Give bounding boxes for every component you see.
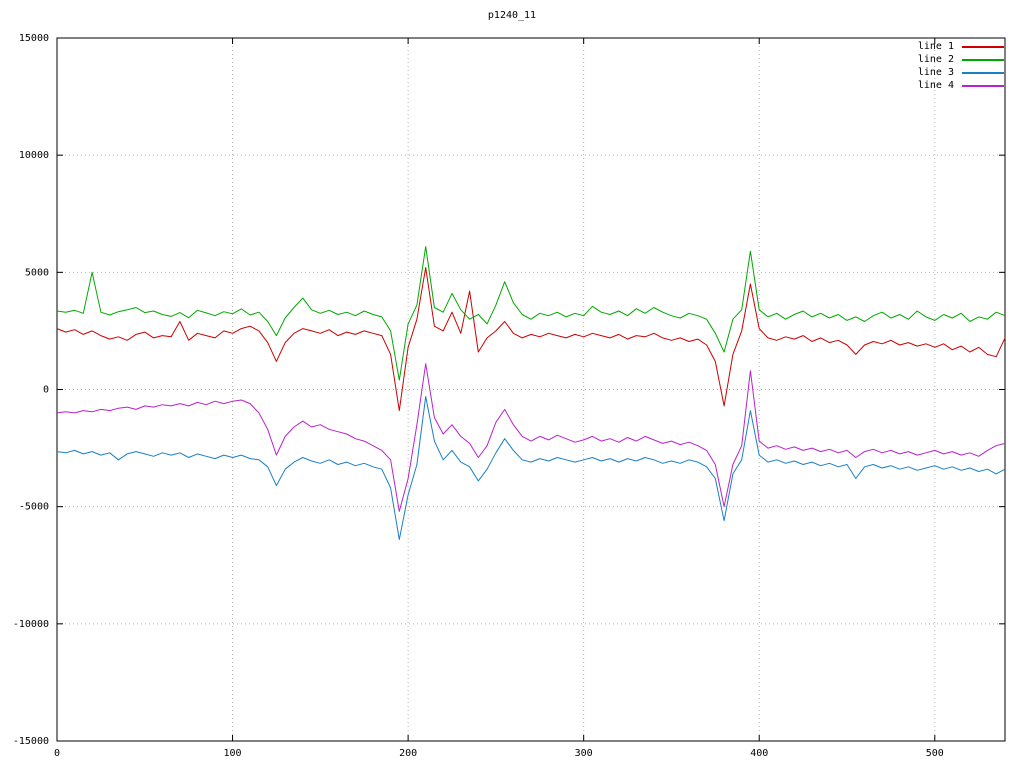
- x-tick-label: 500: [926, 748, 944, 759]
- legend-item: line 4: [918, 79, 1004, 92]
- series-line-3: [56, 396, 1006, 540]
- plot-border: [56, 37, 1006, 742]
- legend: line 1 line 2 line 3 line 4: [918, 40, 1004, 92]
- series-line-1: [56, 267, 1006, 412]
- legend-label: line 4: [917, 80, 954, 91]
- x-tick-label: 300: [575, 748, 593, 759]
- legend-item: line 3: [918, 66, 1004, 79]
- legend-item: line 2: [918, 53, 1004, 66]
- x-tick-label: 400: [750, 748, 768, 759]
- y-tick-label: 5000: [25, 267, 49, 278]
- y-tick-label: 15000: [19, 33, 49, 44]
- legend-label: line 2: [917, 54, 954, 65]
- x-tick-label: 0: [54, 748, 60, 759]
- y-tick-label: -15000: [13, 736, 49, 747]
- series-line-2: [56, 246, 1006, 381]
- legend-label: line 1: [917, 41, 954, 52]
- legend-line-sample: [962, 84, 1004, 87]
- y-tick-label: -10000: [13, 619, 49, 630]
- legend-line-sample: [962, 71, 1004, 74]
- legend-item: line 1: [918, 40, 1004, 53]
- chart-title: p1240_11: [487, 10, 537, 21]
- legend-line-sample: [962, 58, 1004, 61]
- legend-label: line 3: [917, 67, 954, 78]
- legend-line-sample: [962, 45, 1004, 48]
- x-tick-label: 100: [224, 748, 242, 759]
- y-tick-label: 0: [43, 385, 49, 396]
- x-tick-label: 200: [399, 748, 417, 759]
- y-tick-label: 10000: [19, 150, 49, 161]
- series-line-4: [56, 363, 1006, 512]
- y-tick-label: -5000: [19, 502, 49, 513]
